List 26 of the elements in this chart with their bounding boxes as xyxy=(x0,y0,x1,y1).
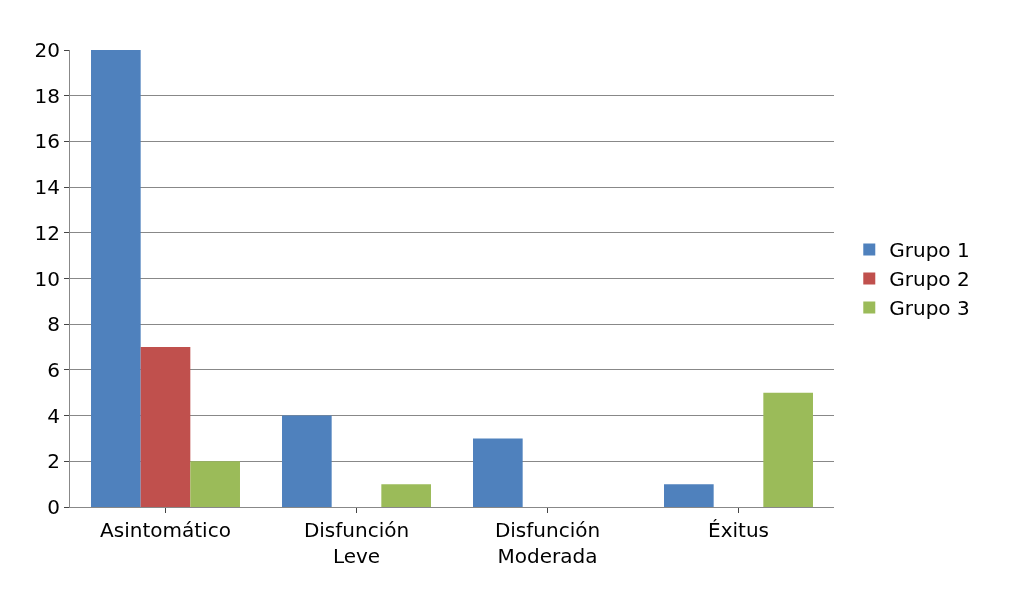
x-tick-label: Disfunción Moderada xyxy=(494,518,601,568)
bar xyxy=(763,392,813,507)
bar xyxy=(664,484,714,507)
x-tick-label: Asintomático xyxy=(100,518,231,542)
bar xyxy=(381,484,431,507)
y-tick-label: 20 xyxy=(34,38,60,62)
x-tick-label: Éxitus xyxy=(708,518,769,542)
y-tick-label: 6 xyxy=(47,357,60,382)
y-tick-label: 14 xyxy=(34,175,60,200)
x-tick-label: Disfunción Leve xyxy=(303,518,410,568)
y-tick-label: 2 xyxy=(47,449,60,474)
y-tick-label: 16 xyxy=(34,129,60,154)
legend-label: Grupo 2 xyxy=(889,267,970,292)
legend-label: Grupo 3 xyxy=(889,296,970,321)
y-tick-label: 18 xyxy=(34,83,60,108)
bar xyxy=(91,50,141,507)
y-tick-label: 4 xyxy=(47,403,60,428)
legend-label: Grupo 1 xyxy=(889,238,970,263)
bar xyxy=(140,347,191,507)
y-tick-label: 0 xyxy=(47,495,60,519)
y-tick-label: 8 xyxy=(47,312,60,337)
bar xyxy=(282,415,332,507)
bar xyxy=(190,461,240,507)
bar xyxy=(473,438,523,507)
y-tick-label: 12 xyxy=(34,220,60,245)
y-tick-label: 10 xyxy=(34,266,60,291)
